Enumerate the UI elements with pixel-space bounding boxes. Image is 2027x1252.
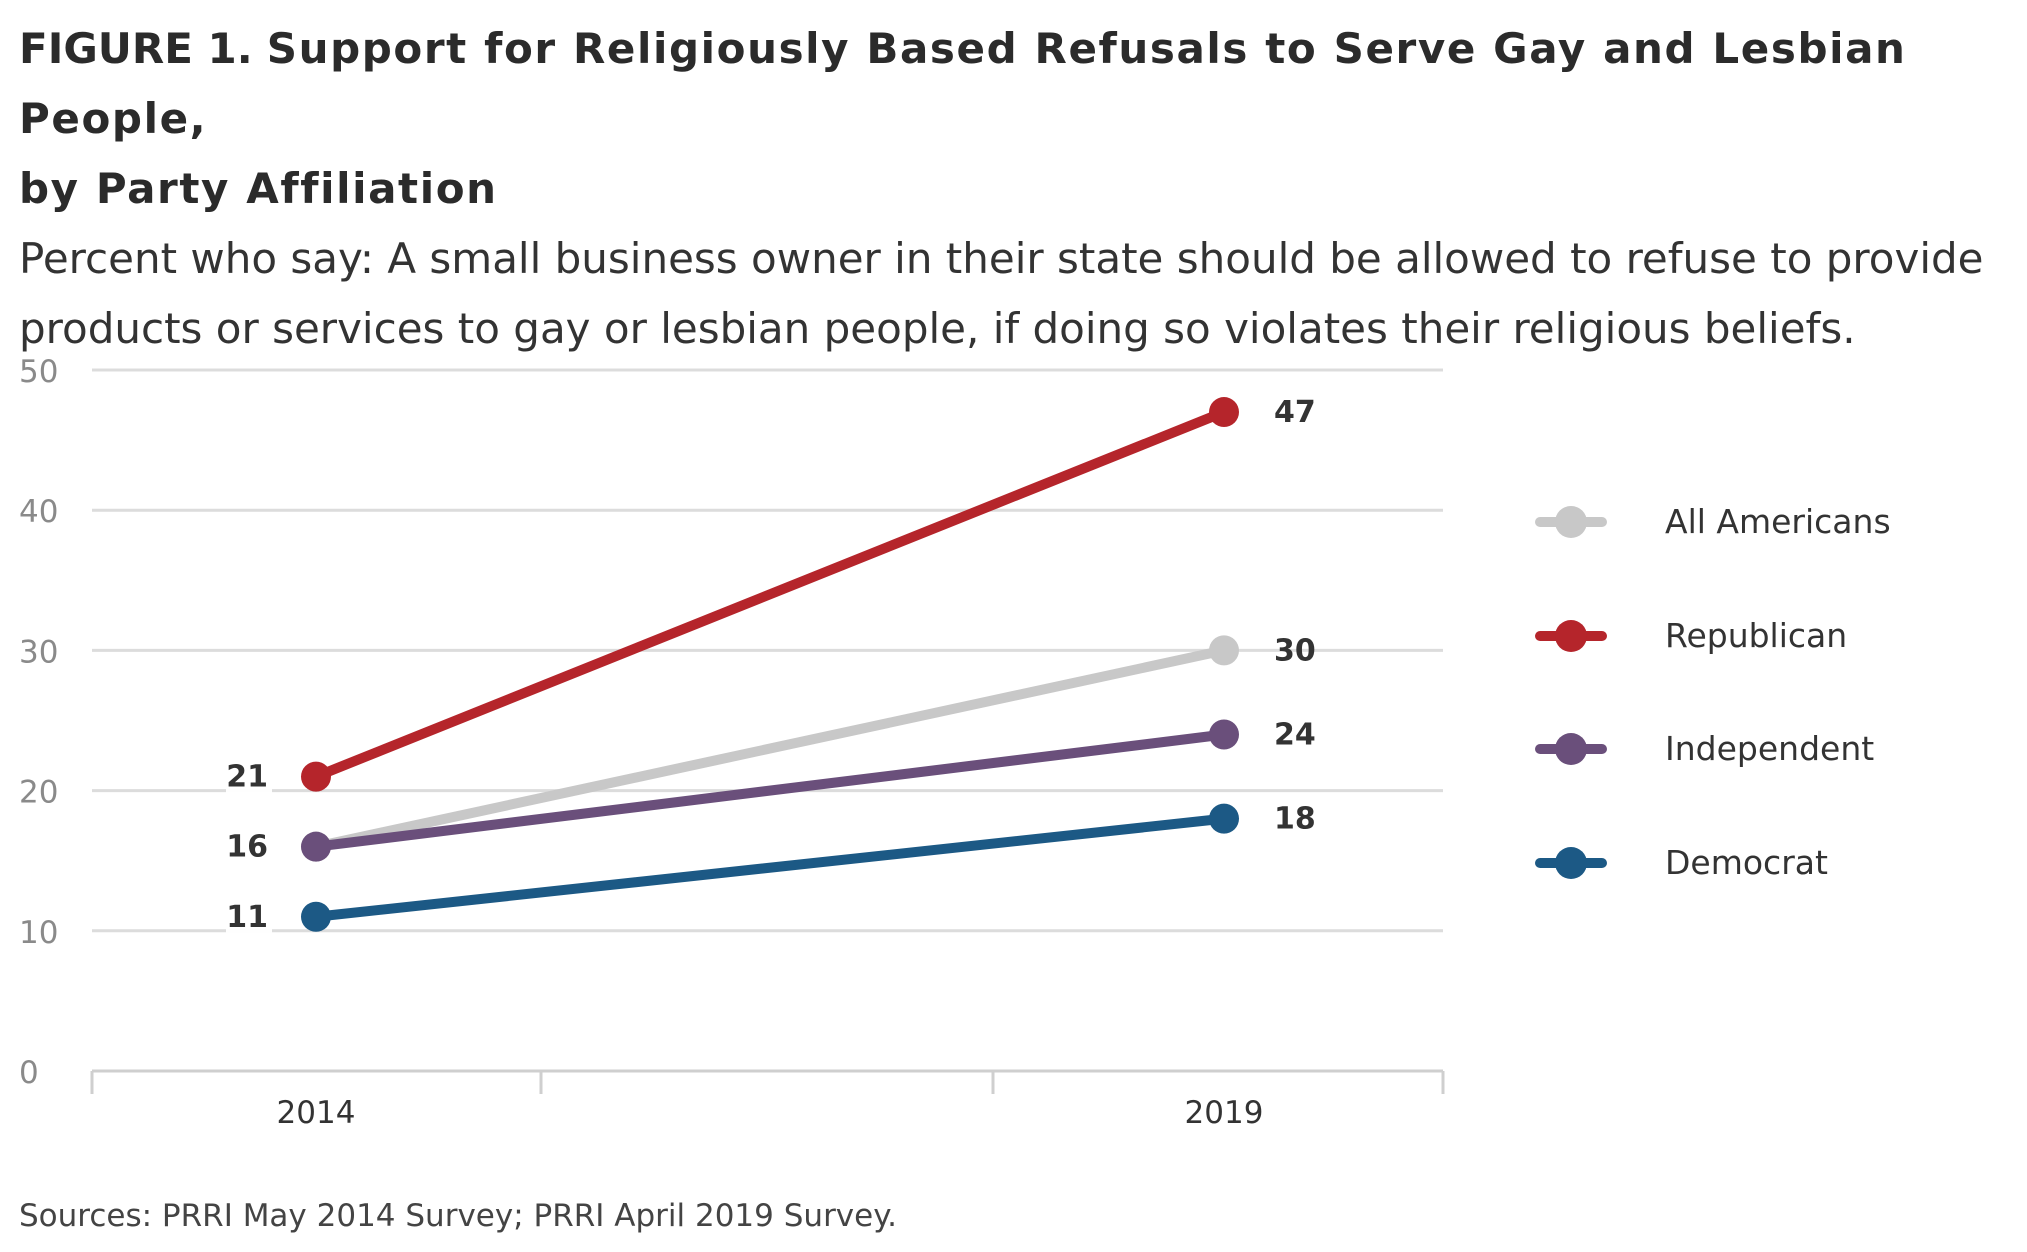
y-tick-label: 0 xyxy=(19,1055,39,1091)
data-labels: 30 21 47 16 24 11 18 xyxy=(226,395,1316,935)
data-point xyxy=(1209,719,1239,750)
legend-swatch-marker xyxy=(1555,506,1587,538)
source-note: Sources: PRRI May 2014 Survey; PRRI Apri… xyxy=(19,1198,898,1234)
y-tick-label: 30 xyxy=(19,634,58,670)
title-line-1: Support for Religiously Based Refusals t… xyxy=(19,24,1907,143)
data-point xyxy=(301,831,331,862)
data-label: 30 xyxy=(1274,633,1316,668)
legend-label: Independent xyxy=(1665,729,1874,768)
data-point xyxy=(1209,635,1239,666)
y-tick-label: 20 xyxy=(19,775,58,811)
data-point xyxy=(1209,803,1239,834)
legend: All Americans Republican Independent Democr… xyxy=(1535,502,1891,882)
legend-label: All Americans xyxy=(1665,502,1891,541)
legend-swatch-marker xyxy=(1555,733,1587,765)
x-tick-label: 2014 xyxy=(277,1095,356,1131)
series-lines xyxy=(301,397,1239,932)
gridlines xyxy=(92,368,1443,933)
data-label: 16 xyxy=(226,830,268,865)
subtitle-line-2: products or services to gay or lesbian p… xyxy=(19,304,1856,353)
chart-subtitle: Percent who say: A small business owner … xyxy=(19,224,2009,364)
series-line xyxy=(311,729,1229,852)
y-tick-label: 10 xyxy=(19,915,58,951)
data-label: 47 xyxy=(1274,395,1316,430)
title-line-2: by Party Affiliation xyxy=(19,164,498,213)
axes: 0 10 20 30 40 50 2014 2019 xyxy=(19,354,1445,1131)
data-point xyxy=(301,761,331,792)
chart-header: FIGURE 1. Support for Religiously Based R… xyxy=(19,14,2009,364)
series-line xyxy=(311,645,1229,852)
figure-label: FIGURE 1. xyxy=(19,24,253,73)
data-label-background xyxy=(226,826,272,865)
data-point xyxy=(1209,397,1239,428)
data-label: 24 xyxy=(1274,718,1316,753)
data-point xyxy=(301,901,331,932)
data-label-background xyxy=(226,756,272,795)
legend-label: Democrat xyxy=(1665,843,1828,882)
legend-label: Republican xyxy=(1665,616,1847,655)
legend-swatch-marker xyxy=(1555,620,1587,652)
data-label: 11 xyxy=(226,900,268,935)
data-label: 18 xyxy=(1274,802,1316,837)
y-tick-label: 40 xyxy=(19,494,58,530)
legend-swatch-marker xyxy=(1555,847,1587,879)
data-label: 21 xyxy=(226,760,268,795)
data-label-background xyxy=(226,896,272,935)
series-line xyxy=(311,813,1229,922)
y-tick-label: 50 xyxy=(19,354,58,390)
chart-title: FIGURE 1. Support for Religiously Based R… xyxy=(19,14,2009,224)
series-line xyxy=(311,407,1229,782)
subtitle-line-1: Percent who say: A small business owner … xyxy=(19,234,1984,283)
x-tick-label: 2019 xyxy=(1185,1095,1264,1131)
